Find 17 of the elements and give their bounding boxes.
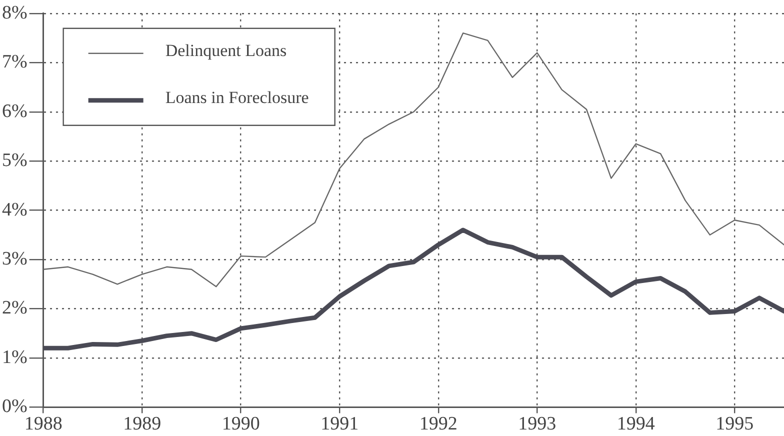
legend-label: Loans in Foreclosure	[165, 88, 309, 107]
legend-label: Delinquent Loans	[165, 40, 287, 60]
y-tick-label: 7%	[2, 52, 28, 73]
x-tick-label: 1995	[716, 414, 754, 435]
y-tick-label: 4%	[2, 199, 28, 220]
x-tick-label: 1992	[419, 414, 458, 435]
x-tick-label: 1991	[320, 414, 359, 435]
x-tick-label: 1989	[123, 414, 162, 435]
x-tick-label: 1993	[518, 414, 556, 435]
x-tick-label: 1994	[616, 414, 656, 435]
y-tick-label: 2%	[2, 298, 28, 319]
y-tick-label: 6%	[2, 100, 28, 122]
y-tick-label: 8%	[2, 2, 28, 24]
y-tick-label: 5%	[2, 150, 28, 172]
y-tick-label: 1%	[2, 346, 28, 368]
x-tick-label: 1990	[222, 414, 260, 435]
y-tick-label: 3%	[2, 248, 28, 270]
